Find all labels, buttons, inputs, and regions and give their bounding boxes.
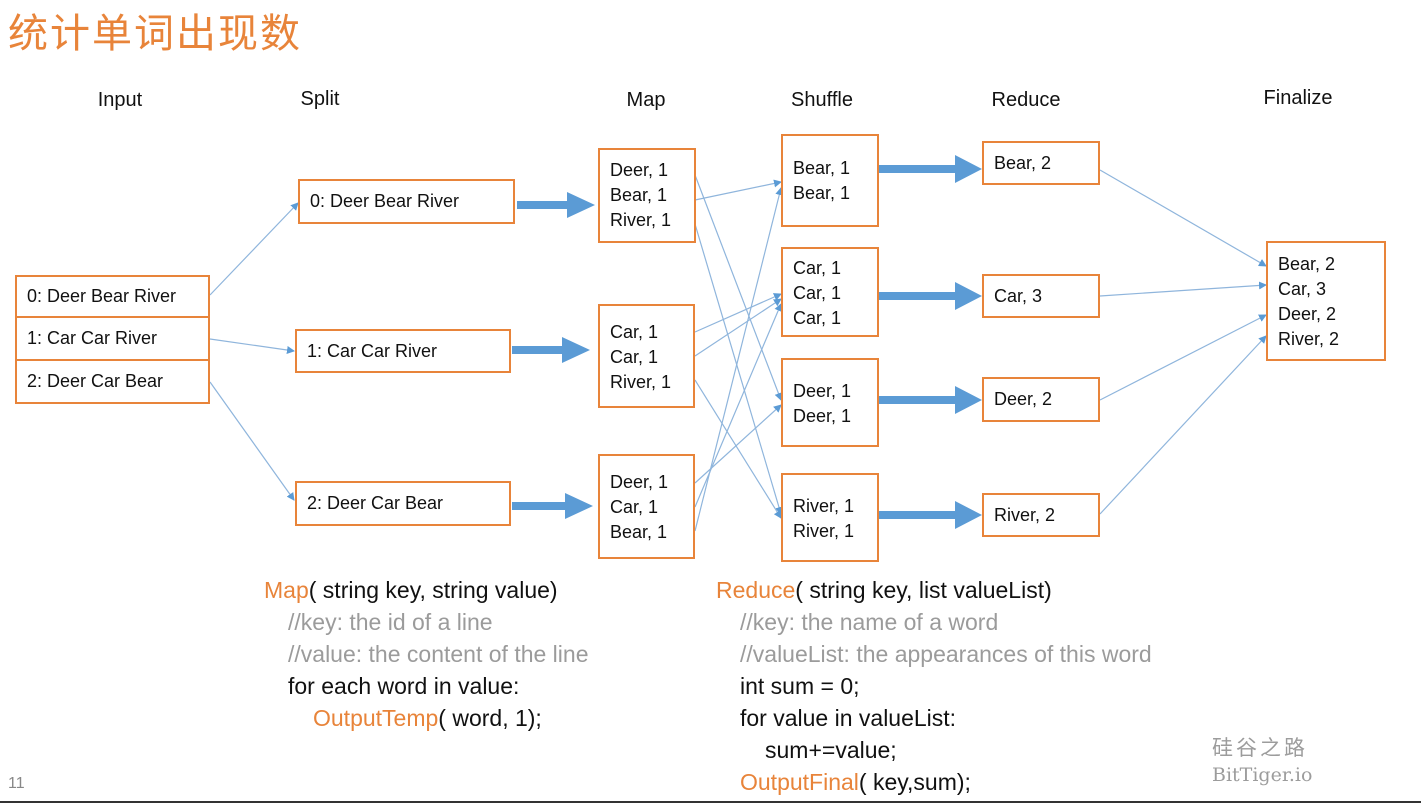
edge-map2-to-shuffle-car	[694, 303, 782, 508]
map-emit: OutputTemp( word, 1);	[313, 705, 542, 731]
slide-title: 统计单词出现数	[8, 11, 302, 57]
shuffle-entry: Car, 1	[793, 283, 842, 303]
column-header-split: Split	[300, 88, 340, 110]
map-entry: River, 1	[610, 210, 672, 230]
shuffle-entry: Deer, 1	[793, 381, 852, 401]
edge-map1-to-shuffle-car-b	[694, 298, 782, 357]
input-row-0: 0: Deer Bear River	[15, 275, 210, 318]
bottom-divider	[0, 801, 1421, 803]
map-signature: Map( string key, string value)	[264, 577, 558, 603]
shuffle-entry: Car, 1	[793, 258, 842, 278]
edge-map0-to-shuffle-river	[694, 223, 783, 515]
map-loop: for each word in value:	[288, 673, 520, 699]
map-box-1: Car, 1 Car, 1 River, 1	[598, 304, 695, 408]
edge-map1-to-shuffle-car-a	[694, 293, 782, 333]
reduce-box-river: River, 2	[982, 493, 1100, 537]
map-entry: Car, 1	[610, 497, 659, 517]
final-entry: River, 2	[1278, 329, 1340, 349]
edge-map1-to-shuffle-river	[694, 379, 782, 519]
final-entry: Deer, 2	[1278, 304, 1337, 324]
shuffle-entry: Deer, 1	[793, 406, 852, 426]
edge-input-to-split-2	[209, 381, 295, 501]
shuffle-entry: Bear, 1	[793, 183, 851, 203]
watermark-logo: 硅谷之路 BitTiger.io	[1212, 736, 1313, 786]
map-entry: Deer, 1	[610, 160, 669, 180]
reduce-signature: Reduce( string key, list valueList)	[716, 577, 1052, 603]
shuffle-box-river: River, 1 River, 1	[781, 473, 879, 562]
reduce-box-car: Car, 3	[982, 274, 1100, 318]
map-box-2: Deer, 1 Car, 1 Bear, 1	[598, 454, 695, 559]
column-header-map: Map	[626, 89, 666, 111]
column-header-reduce: Reduce	[991, 89, 1061, 111]
map-pseudocode: Map( string key, string value) //key: th…	[264, 574, 588, 734]
map-entry: Car, 1	[610, 347, 659, 367]
shuffle-box-deer: Deer, 1 Deer, 1	[781, 358, 879, 447]
reduce-box-deer: Deer, 2	[982, 377, 1100, 422]
column-header-input: Input	[97, 89, 143, 111]
shuffle-box-bear: Bear, 1 Bear, 1	[781, 134, 879, 227]
reduce-comment-valuelist: //valueList: the appearances of this wor…	[740, 641, 1152, 667]
edge-reduce-car-to-final	[1099, 281, 1267, 297]
arrow-split1-to-map1	[512, 337, 590, 363]
arrow-shuffle-bear-to-reduce	[879, 155, 982, 183]
arrow-shuffle-deer-to-reduce	[879, 386, 982, 414]
reduce-loop: for value in valueList:	[740, 705, 957, 731]
arrow-shuffle-car-to-reduce	[879, 282, 982, 310]
reduce-box-bear: Bear, 2	[982, 141, 1100, 185]
arrow-split2-to-map2	[512, 493, 593, 519]
edge-input-to-split-0	[209, 202, 299, 296]
edge-map0-to-shuffle-deer	[694, 174, 783, 401]
map-entry: River, 1	[610, 372, 672, 392]
input-row-2: 2: Deer Car Bear	[15, 359, 210, 404]
map-entry: Bear, 1	[610, 522, 668, 542]
map-entry: Bear, 1	[610, 185, 668, 205]
finalize-box: Bear, 2 Car, 3 Deer, 2 River, 2	[1266, 241, 1386, 361]
reduce-comment-key: //key: the name of a word	[740, 609, 999, 635]
edge-reduce-river-to-final	[1099, 335, 1267, 515]
column-header-finalize: Finalize	[1263, 87, 1333, 109]
arrow-split0-to-map0	[517, 192, 595, 218]
page-number: 11	[8, 775, 25, 792]
edge-reduce-bear-to-final	[1099, 169, 1267, 267]
split-box-0: 0: Deer Bear River	[298, 179, 515, 224]
map-comment-value: //value: the content of the line	[288, 641, 589, 667]
arrow-shuffle-river-to-reduce	[879, 501, 982, 529]
reduce-accumulate: sum+=value;	[765, 737, 897, 763]
shuffle-entry: River, 1	[793, 496, 855, 516]
map-entry: Car, 1	[610, 322, 659, 342]
final-entry: Bear, 2	[1278, 254, 1336, 274]
shuffle-entry: Car, 1	[793, 308, 842, 328]
reduce-emit: OutputFinal( key,sum);	[740, 769, 971, 795]
map-comment-key: //key: the id of a line	[288, 609, 493, 635]
split-box-2: 2: Deer Car Bear	[295, 481, 511, 526]
split-box-1: 1: Car Car River	[295, 329, 511, 373]
reduce-init: int sum = 0;	[740, 673, 860, 699]
column-header-shuffle: Shuffle	[791, 89, 853, 111]
shuffle-entry: River, 1	[793, 521, 855, 541]
edge-map2-to-shuffle-bear	[694, 187, 784, 532]
shuffle-entry: Bear, 1	[793, 158, 851, 178]
shuffle-box-car: Car, 1 Car, 1 Car, 1	[781, 247, 879, 337]
edge-map0-to-shuffle-bear	[694, 179, 782, 201]
map-box-0: Deer, 1 Bear, 1 River, 1	[598, 148, 696, 243]
map-entry: Deer, 1	[610, 472, 669, 492]
final-entry: Car, 3	[1278, 279, 1327, 299]
edge-map2-to-shuffle-deer	[694, 404, 782, 484]
input-row-1: 1: Car Car River	[15, 316, 210, 361]
reduce-pseudocode: Reduce( string key, list valueList) //ke…	[716, 574, 1152, 798]
edge-input-to-split-1	[209, 338, 295, 354]
edge-reduce-deer-to-final	[1099, 314, 1267, 401]
